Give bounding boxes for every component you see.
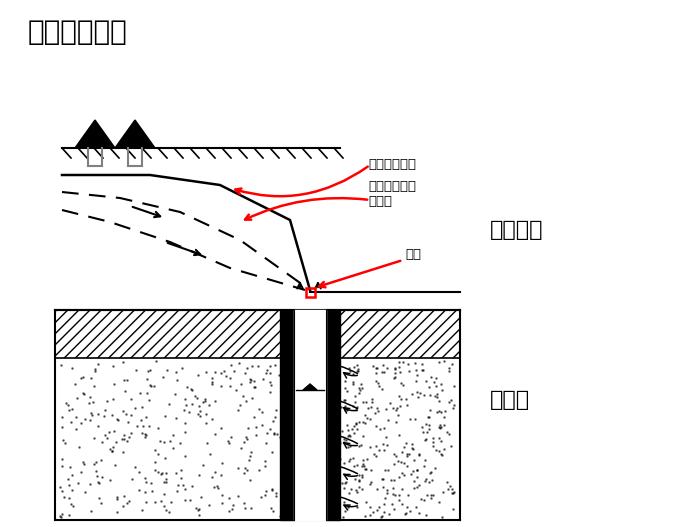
Bar bbox=[55, 310, 294, 358]
Polygon shape bbox=[75, 120, 115, 148]
Text: 降水后地下水
水位线: 降水后地下水 水位线 bbox=[368, 180, 416, 208]
Text: 基坑降水: 基坑降水 bbox=[490, 220, 543, 240]
Text: 抽水井: 抽水井 bbox=[490, 390, 530, 410]
Text: 原地下水位线: 原地下水位线 bbox=[368, 158, 416, 171]
Bar bbox=[326, 310, 460, 358]
Polygon shape bbox=[280, 310, 294, 520]
Text: 二、研究意义: 二、研究意义 bbox=[28, 18, 127, 46]
Polygon shape bbox=[303, 384, 317, 390]
Bar bbox=[306, 288, 315, 297]
Polygon shape bbox=[294, 310, 326, 520]
Text: 抽水: 抽水 bbox=[405, 249, 421, 261]
Polygon shape bbox=[115, 120, 155, 148]
Polygon shape bbox=[326, 310, 340, 520]
